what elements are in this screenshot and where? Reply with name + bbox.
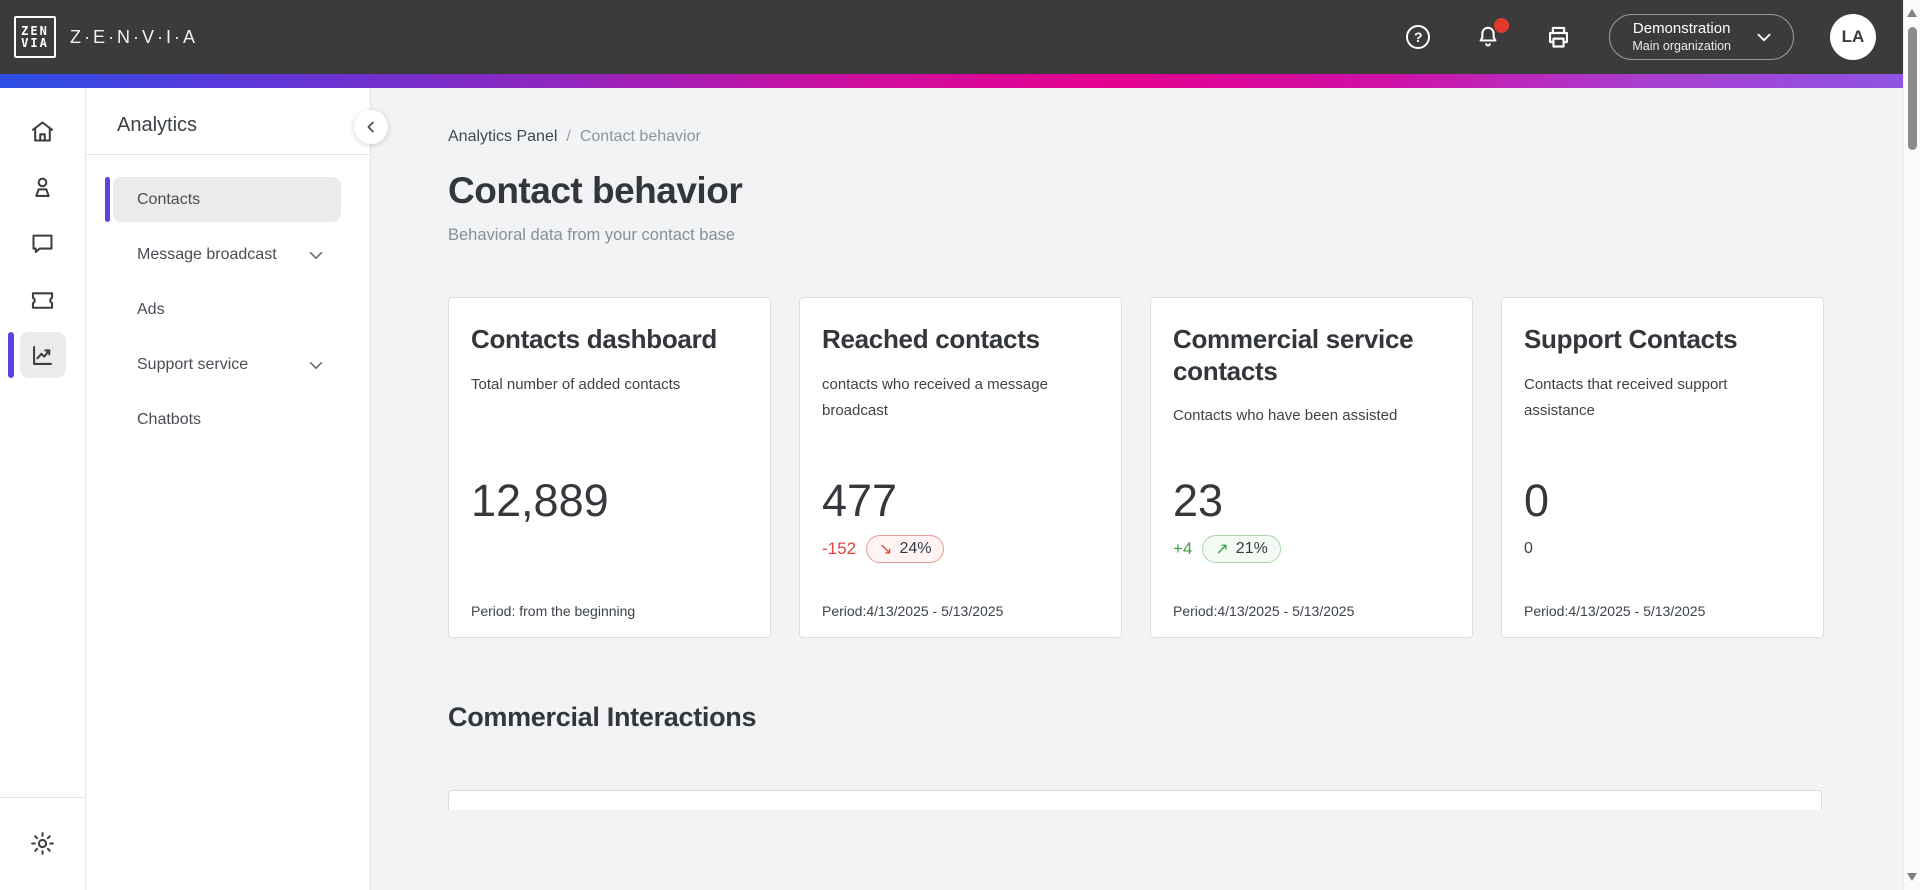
chevron-down-icon xyxy=(1757,33,1771,42)
user-avatar[interactable]: LA xyxy=(1830,14,1876,60)
sidebar-item-contacts[interactable]: Contacts xyxy=(105,177,341,222)
notifications-button[interactable] xyxy=(1471,18,1510,54)
kpi-description: Contacts that received support assistanc… xyxy=(1524,375,1728,419)
kpi-period: Period:4/13/2025 - 5/13/2025 xyxy=(1173,603,1355,619)
kpi-period: Period:4/13/2025 - 5/13/2025 xyxy=(1524,603,1706,619)
commercial-interactions-card xyxy=(448,790,1822,810)
sidebar-item-label: Ads xyxy=(137,300,165,318)
chevron-left-icon xyxy=(367,121,374,133)
vertical-scrollbar xyxy=(1903,0,1920,890)
kpi-card-commercial-service-contacts: Commercial service contacts Contacts who… xyxy=(1150,297,1473,638)
page-title: Contact behavior xyxy=(448,170,743,211)
icon-rail xyxy=(0,88,86,890)
kpi-card-reached-contacts: Reached contacts contacts who received a… xyxy=(799,297,1122,638)
trend-down-arrow-icon: ↘ xyxy=(879,540,893,558)
sidebar-title: Analytics xyxy=(117,114,198,136)
gear-icon xyxy=(31,831,54,855)
sidebar-collapse-button[interactable] xyxy=(354,110,388,144)
nav-contacts-button[interactable] xyxy=(0,164,86,210)
sidebar-item-support-service[interactable]: Support service xyxy=(113,342,341,387)
logo-text-bottom: VIA xyxy=(21,36,49,50)
nav-conversations-button[interactable] xyxy=(0,220,86,266)
kpi-delta-value: 0 xyxy=(1524,539,1533,557)
kpi-value: 0 xyxy=(1524,475,1550,526)
rail-divider xyxy=(0,797,86,798)
kpi-value: 477 xyxy=(822,475,898,526)
kpi-period: Period:4/13/2025 - 5/13/2025 xyxy=(822,603,1004,619)
kpi-delta-value: +4 xyxy=(1173,538,1193,558)
kpi-title: Support Contacts xyxy=(1524,324,1738,354)
kpi-value: 12,889 xyxy=(471,475,609,526)
breadcrumb-separator: / xyxy=(566,128,571,145)
home-icon xyxy=(31,120,54,142)
analytics-sidebar: Analytics Contacts Message broadcast Ads… xyxy=(86,88,371,890)
user-icon xyxy=(35,177,50,197)
sidebar-item-label: Contacts xyxy=(137,190,201,208)
print-button[interactable] xyxy=(1541,20,1575,54)
nav-home-button[interactable] xyxy=(0,108,86,154)
kpi-card-contacts-dashboard: Contacts dashboard Total number of added… xyxy=(448,297,771,638)
chat-bubble-icon xyxy=(32,234,53,253)
breadcrumb-analytics-panel[interactable]: Analytics Panel xyxy=(448,128,558,145)
kpi-delta-percent: 21% xyxy=(1235,539,1268,557)
organization-name: Demonstration xyxy=(1632,19,1731,37)
zenvia-logo-icon: ZEN VIA xyxy=(14,16,56,58)
topbar: ZEN VIA Z·E·N·V·I·A ? Demonstration xyxy=(0,0,1920,74)
chevron-down-icon xyxy=(309,251,323,259)
kpi-period: Period: from the beginning xyxy=(471,603,636,619)
chevron-down-icon xyxy=(309,361,323,369)
settings-button[interactable] xyxy=(0,820,86,866)
sidebar-item-label: Support service xyxy=(137,355,249,373)
sidebar-item-message-broadcast[interactable]: Message broadcast xyxy=(113,232,341,277)
nav-analytics-button[interactable] xyxy=(0,332,86,378)
kpi-title: Commercial service contacts xyxy=(1173,324,1414,386)
trend-badge-up: ↗ 21% xyxy=(1202,534,1281,563)
breadcrumb-current: Contact behavior xyxy=(579,128,701,145)
ticket-icon xyxy=(31,291,54,309)
brand-wordmark: Z·E·N·V·I·A xyxy=(70,26,198,47)
sidebar-item-ads[interactable]: Ads xyxy=(113,287,341,332)
sidebar-item-label: Message broadcast xyxy=(137,245,277,263)
kpi-cards-row: Contacts dashboard Total number of added… xyxy=(448,297,1840,638)
trend-up-arrow-icon: ↗ xyxy=(1215,540,1229,558)
kpi-title: Reached contacts xyxy=(822,324,1040,354)
kpi-title: Contacts dashboard xyxy=(471,324,717,354)
kpi-card-support-contacts: Support Contacts Contacts that received … xyxy=(1501,297,1824,638)
sidebar-item-label: Chatbots xyxy=(137,410,202,428)
avatar-initials: LA xyxy=(1841,27,1865,46)
organization-switcher[interactable]: Demonstration Main organization xyxy=(1609,14,1794,60)
printer-icon xyxy=(1548,26,1568,48)
breadcrumb: Analytics Panel / Contact behavior xyxy=(448,128,1840,146)
section-title-commercial-interactions: Commercial Interactions xyxy=(448,702,757,732)
notification-badge xyxy=(1494,18,1510,33)
brand-gradient-bar xyxy=(0,74,1920,88)
kpi-description: Contacts who have been assisted xyxy=(1173,407,1398,425)
line-chart-icon xyxy=(33,345,52,365)
main-content: Analytics Panel / Contact behavior Conta… xyxy=(371,88,1920,890)
help-icon: ? xyxy=(1406,25,1431,49)
scrollbar-down-arrow[interactable] xyxy=(1907,873,1917,881)
kpi-description: Total number of added contacts xyxy=(471,375,681,393)
kpi-description: contacts who received a message broadcas… xyxy=(822,375,1048,419)
trend-badge-down: ↘ 24% xyxy=(866,534,945,563)
page-subtitle: Behavioral data from your contact base xyxy=(448,226,736,244)
kpi-value: 23 xyxy=(1173,475,1224,526)
organization-subtitle: Main organization xyxy=(1632,38,1731,53)
bell-icon xyxy=(1479,26,1497,47)
nav-tickets-button[interactable] xyxy=(0,276,86,322)
sidebar-item-chatbots[interactable]: Chatbots xyxy=(113,397,341,442)
help-button[interactable]: ? xyxy=(1401,20,1435,54)
logo-text-top: ZEN xyxy=(21,24,49,38)
kpi-delta-percent: 24% xyxy=(899,539,932,557)
kpi-delta-value: -152 xyxy=(822,538,857,558)
scrollbar-thumb[interactable] xyxy=(1908,27,1917,150)
sidebar-divider xyxy=(86,154,370,155)
scrollbar-up-arrow[interactable] xyxy=(1907,9,1917,17)
